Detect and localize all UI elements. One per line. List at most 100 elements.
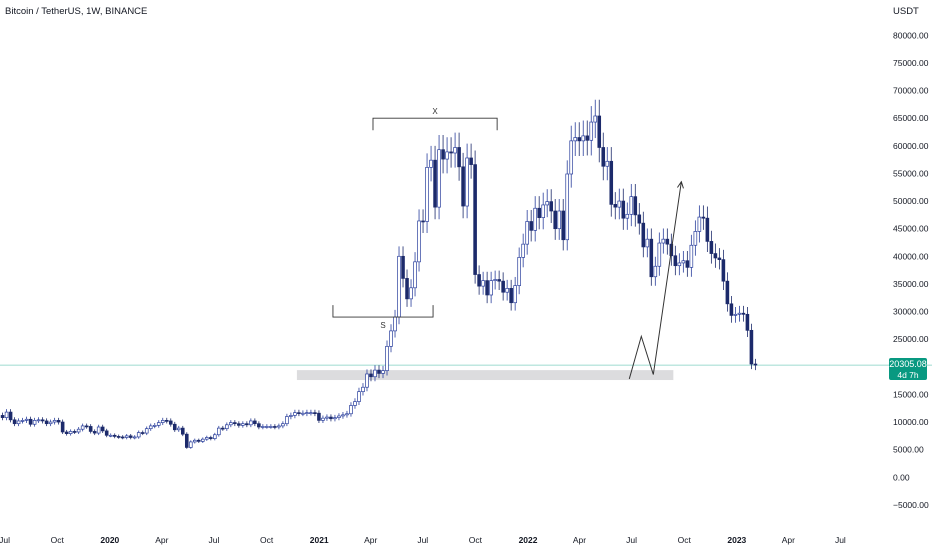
candle-body (745, 313, 750, 331)
candle-body (285, 416, 289, 425)
candle-body (233, 422, 237, 425)
y-tick-label: 25000.00 (893, 334, 929, 344)
candle-body (365, 373, 369, 388)
candle-body (164, 420, 169, 422)
candle-body (713, 253, 718, 259)
candle-body (653, 265, 658, 278)
candle-body (325, 416, 329, 419)
candle-body (429, 159, 433, 168)
x-tick-label: Apr (155, 535, 168, 545)
candle-body (237, 423, 241, 426)
y-tick-label: 35000.00 (893, 279, 929, 289)
x-tick-label: Apr (782, 535, 795, 545)
candle-body (485, 280, 489, 296)
candle-body (557, 210, 561, 230)
y-tick-label: 55000.00 (893, 168, 929, 178)
candle-body (537, 207, 541, 218)
candle-body (112, 434, 117, 437)
candle-body (32, 420, 37, 425)
candle-body (677, 262, 682, 267)
candle-body (581, 135, 586, 142)
candle-body (417, 220, 421, 263)
candle-body (493, 279, 497, 281)
candle-body (96, 426, 101, 434)
candle-body (741, 312, 746, 315)
candle-body (525, 221, 529, 245)
y-tick-label: 50000.00 (893, 196, 929, 206)
candle-body (613, 204, 618, 208)
candle-body (128, 435, 133, 438)
x-tick-label: 2023 (727, 535, 746, 545)
candle-body (108, 434, 113, 437)
candle-body (521, 243, 525, 258)
candle-body (44, 420, 49, 425)
candle-body (309, 412, 313, 414)
candle-body (72, 431, 77, 433)
candle-body (701, 216, 706, 219)
candle-body (605, 160, 610, 167)
candle-body (385, 346, 389, 372)
projection-path (628, 181, 682, 380)
candle-body (573, 137, 578, 142)
candle-body (649, 238, 654, 278)
candle-body (601, 147, 606, 167)
candle-body (8, 411, 13, 421)
candle-body (657, 242, 662, 267)
candle-body (545, 201, 549, 206)
candle-body (413, 261, 417, 289)
candle-body (184, 433, 189, 448)
candle-body (733, 313, 738, 316)
candle-body (40, 419, 45, 422)
candle-body (577, 137, 582, 142)
bracket-x (372, 117, 498, 131)
candle-body (629, 196, 634, 215)
current-price-tag: 20305.08 4d 7h (889, 358, 927, 380)
current-price-label: 20305.08 (889, 359, 927, 369)
y-tick-label: 65000.00 (893, 113, 929, 123)
bracket-label-s: S (380, 321, 385, 330)
candle-body (245, 423, 249, 426)
candle-body (389, 330, 393, 347)
candle-body (561, 210, 565, 241)
candle-body (144, 428, 149, 434)
candle-body (637, 214, 642, 224)
candle-body (217, 427, 221, 436)
candle-body (361, 386, 365, 393)
candle-body (76, 428, 81, 433)
candle-body (729, 303, 734, 316)
candle-body (56, 420, 61, 423)
candle-body (569, 140, 574, 175)
candle-body (345, 413, 349, 416)
candle-body (481, 280, 485, 287)
candle-body (425, 167, 429, 222)
x-tick-label: Jul (0, 535, 10, 545)
candle-body (393, 316, 397, 332)
bar-countdown-label: 4d 7h (897, 370, 919, 380)
candle-body (717, 257, 722, 260)
candle-body (281, 423, 285, 427)
candle-body (549, 201, 553, 212)
candle-body (64, 431, 69, 434)
candle-body (265, 426, 269, 428)
candle-body (645, 238, 650, 248)
candle-body (749, 329, 754, 365)
candle-body (120, 436, 125, 439)
x-tick-label: 2021 (310, 535, 329, 545)
candle-body (501, 280, 505, 293)
candle-body (409, 287, 413, 300)
candle-body (421, 220, 425, 223)
candle-body (461, 166, 465, 207)
candle-body (257, 423, 261, 428)
candle-body (317, 412, 321, 421)
candle-body (4, 411, 9, 418)
candle-body (176, 427, 181, 431)
candle-body (457, 147, 461, 168)
candle-body (293, 412, 297, 416)
candle-body (136, 432, 141, 438)
candle-body (585, 135, 590, 141)
candle-body (152, 425, 157, 427)
candle-body (589, 121, 594, 141)
projection-arrowhead (677, 180, 684, 189)
